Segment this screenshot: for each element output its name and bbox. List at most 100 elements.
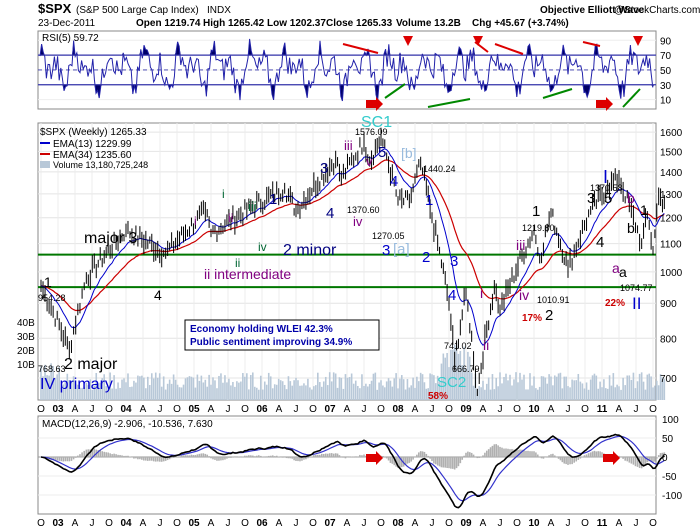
wave-label: iv xyxy=(519,287,529,303)
macd-histogram-bar xyxy=(265,456,268,458)
volume-bar xyxy=(511,385,513,400)
volume-bar xyxy=(527,389,529,400)
x-axis-label: O xyxy=(445,404,453,415)
macd-histogram-bar xyxy=(230,457,232,458)
x-axis-label: 10 xyxy=(528,404,540,415)
volume-bar xyxy=(567,386,569,400)
volume-bar xyxy=(135,382,137,400)
volume-bar xyxy=(248,389,250,400)
rsi-tick-label: 50 xyxy=(660,66,672,77)
volume-bar xyxy=(616,384,618,400)
volume-bar xyxy=(385,381,388,400)
volume-bar xyxy=(412,377,414,400)
x-axis-label: O xyxy=(105,518,113,529)
macd-histogram-bar xyxy=(451,457,454,469)
volume-bar xyxy=(599,381,601,400)
macd-histogram-bar xyxy=(529,451,531,458)
volume-bar xyxy=(480,387,482,400)
volume-bar xyxy=(338,377,341,400)
macd-histogram-bar xyxy=(495,444,498,458)
volume-bar xyxy=(587,389,590,400)
volume-bar xyxy=(85,382,88,400)
volume-bar xyxy=(182,384,185,400)
x-axis-label: A xyxy=(548,518,555,529)
volume-bar xyxy=(606,388,609,400)
macd-histogram-bar xyxy=(328,453,331,458)
macd-histogram-bar xyxy=(654,457,656,462)
volume-bar xyxy=(661,377,664,400)
macd-histogram-bar xyxy=(478,457,481,458)
volume-bar xyxy=(440,363,443,400)
x-axis-label: 11 xyxy=(597,404,608,415)
macd-histogram-bar xyxy=(194,455,197,458)
x-axis-label: 05 xyxy=(188,518,200,529)
price-annotation: 1074.77 xyxy=(620,283,653,293)
volume-bar xyxy=(513,379,515,400)
volume-bar xyxy=(188,376,191,400)
wave-label: 1 xyxy=(425,192,433,209)
volume-bar xyxy=(127,373,129,400)
volume-bar xyxy=(91,389,94,400)
macd-histogram-bar xyxy=(214,457,216,460)
macd-histogram-bar xyxy=(597,451,600,458)
volume-bar xyxy=(663,378,666,400)
macd-histogram-bar xyxy=(68,457,71,462)
x-axis-label: J xyxy=(566,518,571,529)
x-axis-label: J xyxy=(226,518,231,529)
volume-bar xyxy=(399,378,401,400)
volume-bar xyxy=(438,381,441,400)
volume-bar xyxy=(133,380,135,400)
volume-bar xyxy=(265,384,268,400)
macd-histogram-bar xyxy=(182,455,185,458)
volume-bar xyxy=(352,383,355,400)
x-axis-label: O xyxy=(649,404,657,415)
down-arrow-icon xyxy=(403,36,413,46)
macd-histogram-bar xyxy=(226,457,228,459)
macd-histogram-bar xyxy=(599,451,601,458)
volume-bar xyxy=(66,373,69,400)
macd-histogram-bar xyxy=(180,455,183,458)
x-axis-label: A xyxy=(344,404,351,415)
volume-bar xyxy=(404,389,407,400)
macd-histogram-bar xyxy=(305,457,307,460)
volume-bar xyxy=(359,388,361,400)
macd-histogram-bar xyxy=(472,454,475,458)
macd-histogram-bar xyxy=(548,455,550,458)
volume-bar xyxy=(261,389,264,400)
volume-bar xyxy=(387,378,390,400)
volume-bar xyxy=(198,380,201,400)
percent-labels: 58% 17% 22% xyxy=(428,298,625,402)
price-tick-label: 800 xyxy=(660,334,677,345)
macd-histogram-bar xyxy=(99,450,102,458)
macd-histogram-bar xyxy=(663,452,666,458)
volume-bar xyxy=(612,373,615,400)
macd-histogram-bar xyxy=(271,455,274,458)
macd-histogram-bar xyxy=(252,455,254,458)
macd-histogram-bar xyxy=(476,457,479,459)
volume-bar xyxy=(340,377,343,400)
volume-bar xyxy=(555,376,558,400)
wave-label: 3 xyxy=(320,160,328,177)
x-axis-label: A xyxy=(72,404,79,415)
volume-bar xyxy=(410,385,413,400)
wave-label: 3 xyxy=(587,190,595,207)
wave-label: iv xyxy=(353,214,363,229)
x-axis-label: J xyxy=(294,404,299,415)
macd-histogram-bar xyxy=(515,449,517,458)
rsi-divergence-line xyxy=(582,41,601,47)
volume-bar xyxy=(370,380,373,400)
wave-label: 3 xyxy=(382,242,390,259)
volume-bar xyxy=(196,374,199,400)
macd-histogram-bar xyxy=(285,457,288,459)
volume-bar xyxy=(465,368,467,400)
macd-histogram-bar xyxy=(240,456,242,458)
volume-bar xyxy=(431,374,433,400)
price-gridlines xyxy=(38,123,656,400)
price-annotation: 1440.24 xyxy=(423,164,456,174)
x-axis-label: O xyxy=(105,404,113,415)
macd-line xyxy=(40,433,665,509)
macd-tick-label: 0 xyxy=(662,453,668,464)
macd-histogram-bar xyxy=(287,457,290,459)
macd-histogram-bar xyxy=(218,457,220,461)
